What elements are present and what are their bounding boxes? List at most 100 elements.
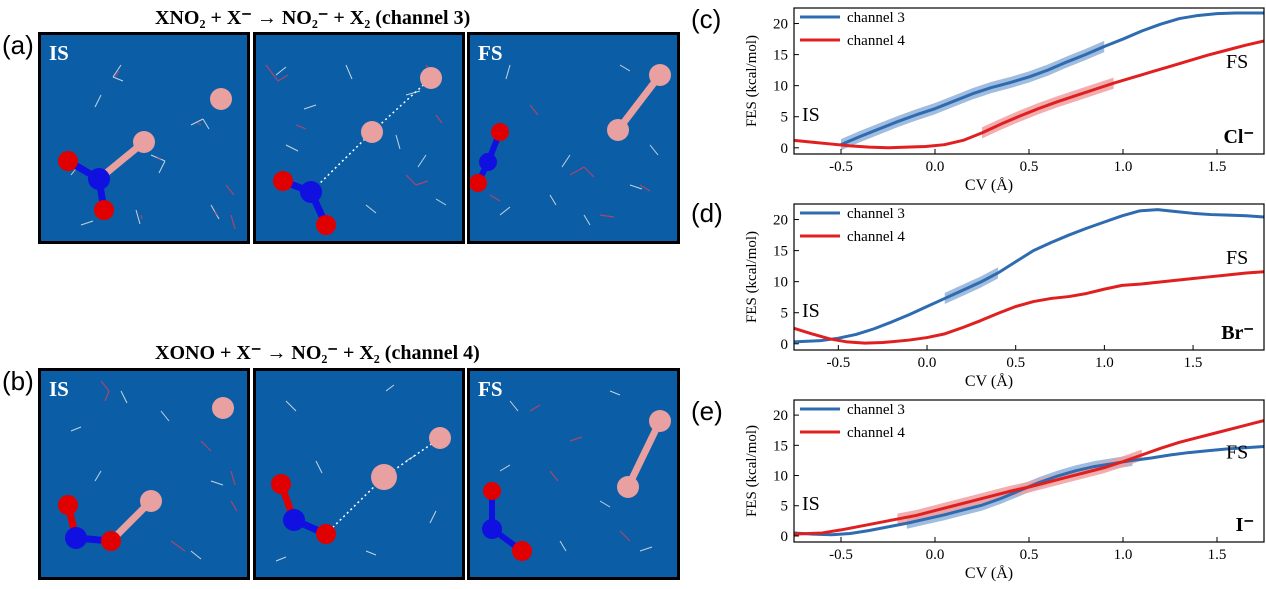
y-tick-label: 15 bbox=[773, 438, 788, 454]
halogen-atom bbox=[140, 490, 162, 512]
legend-label: channel 4 bbox=[847, 229, 905, 245]
halogen-atom bbox=[210, 88, 232, 110]
plot-frame bbox=[793, 399, 1265, 543]
nitrogen-atom bbox=[482, 519, 502, 539]
plot-frame bbox=[793, 203, 1265, 351]
fes-chart-br: -0.5 0.0 0.5 1.0 1.5 0 5 10 15 20 CV (Å) FES (kcal/… bbox=[730, 196, 1266, 392]
x-tick-label: -0.5 bbox=[829, 547, 853, 563]
x-tick-label: 1.5 bbox=[1184, 355, 1203, 371]
series-line-channel-3 bbox=[840, 11, 1264, 147]
y-axis-label: FES (kcal/mol) bbox=[744, 35, 760, 127]
molecule-scene-b-fs bbox=[482, 390, 671, 561]
nitrogen-atom bbox=[300, 181, 322, 203]
row-b-title: XONO + X⁻ → NO₂⁻ + X₂ (channel 4) bbox=[155, 342, 480, 364]
snapshot-tag: FS bbox=[478, 377, 503, 401]
x-tick-label: 1.0 bbox=[1114, 547, 1133, 563]
panel-label-e: (e) bbox=[691, 396, 723, 426]
oxygen-atom bbox=[512, 541, 532, 561]
x-tick-label: -0.5 bbox=[826, 355, 850, 371]
oxygen-atom bbox=[316, 524, 336, 544]
halogen-atom bbox=[420, 67, 442, 89]
series-line-channel-3 bbox=[794, 208, 1264, 344]
halogen-atom bbox=[649, 410, 671, 432]
fes-chart-i: -0.5 0.0 0.5 1.0 1.5 0 5 10 15 20 CV (Å) FES (kcal/… bbox=[730, 392, 1266, 584]
halogen-atom bbox=[371, 464, 397, 490]
is-annotation: IS bbox=[802, 493, 820, 515]
series-line-channel-4 bbox=[794, 419, 1264, 536]
legend-label: channel 3 bbox=[847, 10, 905, 26]
halogen-atom bbox=[133, 131, 155, 153]
snapshot-b-is: IS bbox=[38, 368, 250, 580]
plot-area bbox=[794, 11, 1264, 151]
halogen-atom bbox=[649, 64, 671, 86]
y-tick-label: 10 bbox=[773, 275, 788, 291]
nitrogen-atom bbox=[283, 509, 305, 531]
x-tick-label: 0.0 bbox=[926, 159, 945, 175]
snapshot-b-ts bbox=[253, 368, 465, 580]
snapshot-a-is: IS bbox=[38, 32, 250, 244]
y-tick-label: 0 bbox=[781, 141, 789, 157]
halogen-atom bbox=[212, 397, 234, 419]
series-line-channel-4 bbox=[794, 39, 1264, 150]
chart-svg: -0.5 0.0 0.5 1.0 1.5 0 5 10 15 20 CV (Å) FES (kcal/… bbox=[744, 203, 1265, 390]
x-tick-label: 1.5 bbox=[1208, 547, 1227, 563]
y-axis-label: FES (kcal/mol) bbox=[744, 425, 760, 517]
snapshot-tag: IS bbox=[49, 41, 69, 65]
halogen-atom bbox=[617, 476, 639, 498]
series-line-channel-4 bbox=[794, 270, 1264, 345]
molecule-scene-b-ts bbox=[271, 384, 451, 562]
oxygen-atom bbox=[316, 215, 336, 235]
panel-label-a: (a) bbox=[2, 30, 34, 60]
molecule-scene-b-is bbox=[58, 380, 238, 560]
oxygen-atom bbox=[491, 123, 509, 141]
halogen-atom bbox=[429, 427, 451, 449]
plot-area bbox=[794, 419, 1264, 537]
molecule-scene-a-fs bbox=[470, 64, 671, 226]
oxygen-atom bbox=[273, 171, 293, 191]
x-axis-label: CV (Å) bbox=[965, 372, 1013, 390]
fs-annotation: FS bbox=[1226, 51, 1248, 73]
x-axis-label: CV (Å) bbox=[965, 564, 1013, 582]
oxygen-atom bbox=[271, 474, 291, 494]
x-tick-label: 0.5 bbox=[1020, 159, 1039, 175]
legend-label: channel 3 bbox=[847, 206, 905, 222]
x-tick-label: 0.5 bbox=[1006, 355, 1025, 371]
y-tick-label: 0 bbox=[781, 337, 789, 353]
molecule-scene-a-is bbox=[58, 64, 236, 230]
row-a-title: XNO₂ + X⁻ → NO₂⁻ + X₂ (channel 3) bbox=[155, 7, 471, 29]
panel-label-b: (b) bbox=[2, 366, 34, 396]
ion-label: Br⁻ bbox=[1221, 322, 1254, 344]
y-tick-label: 5 bbox=[781, 499, 789, 515]
y-tick-label: 5 bbox=[781, 110, 789, 126]
ion-label: I⁻ bbox=[1236, 514, 1254, 536]
y-tick-label: 20 bbox=[773, 17, 788, 33]
ion-label: Cl⁻ bbox=[1223, 126, 1254, 148]
error-band-channel-3 bbox=[841, 40, 1105, 151]
molecule-scene-a-ts bbox=[265, 64, 447, 235]
snapshot-tag: IS bbox=[49, 377, 69, 401]
y-tick-label: 15 bbox=[773, 48, 788, 64]
snapshot-b-fs: FS bbox=[467, 368, 680, 580]
y-tick-label: 15 bbox=[773, 244, 788, 260]
oxygen-atom bbox=[94, 200, 114, 220]
is-annotation: IS bbox=[802, 300, 820, 322]
y-tick-label: 20 bbox=[773, 408, 788, 424]
fs-annotation: FS bbox=[1226, 247, 1248, 269]
legend-label: channel 4 bbox=[847, 33, 905, 49]
is-annotation: IS bbox=[802, 104, 820, 126]
x-tick-label: 0.5 bbox=[1020, 547, 1039, 563]
snapshot-a-ts bbox=[253, 32, 465, 244]
panel-label-c: (c) bbox=[691, 4, 722, 34]
plot-area bbox=[794, 208, 1264, 345]
y-tick-label: 10 bbox=[773, 469, 788, 485]
x-tick-label: 1.0 bbox=[1095, 355, 1114, 371]
nitrogen-atom bbox=[479, 153, 497, 171]
y-tick-label: 10 bbox=[773, 79, 788, 95]
y-tick-label: 0 bbox=[781, 529, 789, 545]
x-tick-label: 0.0 bbox=[918, 355, 937, 371]
x-tick-label: 1.0 bbox=[1114, 159, 1133, 175]
oxygen-atom bbox=[483, 482, 501, 500]
halogen-atom bbox=[607, 119, 629, 141]
y-axis-label: FES (kcal/mol) bbox=[744, 231, 760, 323]
x-tick-label: -0.5 bbox=[829, 159, 853, 175]
